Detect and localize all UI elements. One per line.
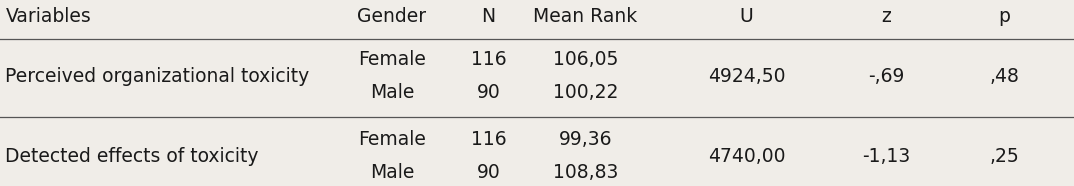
Text: -,69: -,69 <box>868 67 904 86</box>
Text: 116: 116 <box>470 130 507 149</box>
Text: 106,05: 106,05 <box>553 50 618 69</box>
Text: 4924,50: 4924,50 <box>708 67 785 86</box>
Text: Detected effects of toxicity: Detected effects of toxicity <box>5 147 259 166</box>
Text: Male: Male <box>369 84 415 102</box>
Text: ,25: ,25 <box>989 147 1019 166</box>
Text: Gender: Gender <box>358 7 426 26</box>
Text: 4740,00: 4740,00 <box>708 147 785 166</box>
Text: 108,83: 108,83 <box>553 163 618 182</box>
Text: 116: 116 <box>470 50 507 69</box>
Text: 99,36: 99,36 <box>558 130 612 149</box>
Text: 100,22: 100,22 <box>553 84 618 102</box>
Text: Male: Male <box>369 163 415 182</box>
Text: 90: 90 <box>477 84 500 102</box>
Text: Variables: Variables <box>5 7 91 26</box>
Text: z: z <box>881 7 891 26</box>
Text: -1,13: -1,13 <box>862 147 910 166</box>
Text: Female: Female <box>358 50 426 69</box>
Text: Female: Female <box>358 130 426 149</box>
Text: U: U <box>740 7 753 26</box>
Text: 90: 90 <box>477 163 500 182</box>
Text: ,48: ,48 <box>989 67 1019 86</box>
Text: Perceived organizational toxicity: Perceived organizational toxicity <box>5 67 309 86</box>
Text: p: p <box>998 7 1011 26</box>
Text: Mean Rank: Mean Rank <box>533 7 638 26</box>
Text: N: N <box>481 7 496 26</box>
